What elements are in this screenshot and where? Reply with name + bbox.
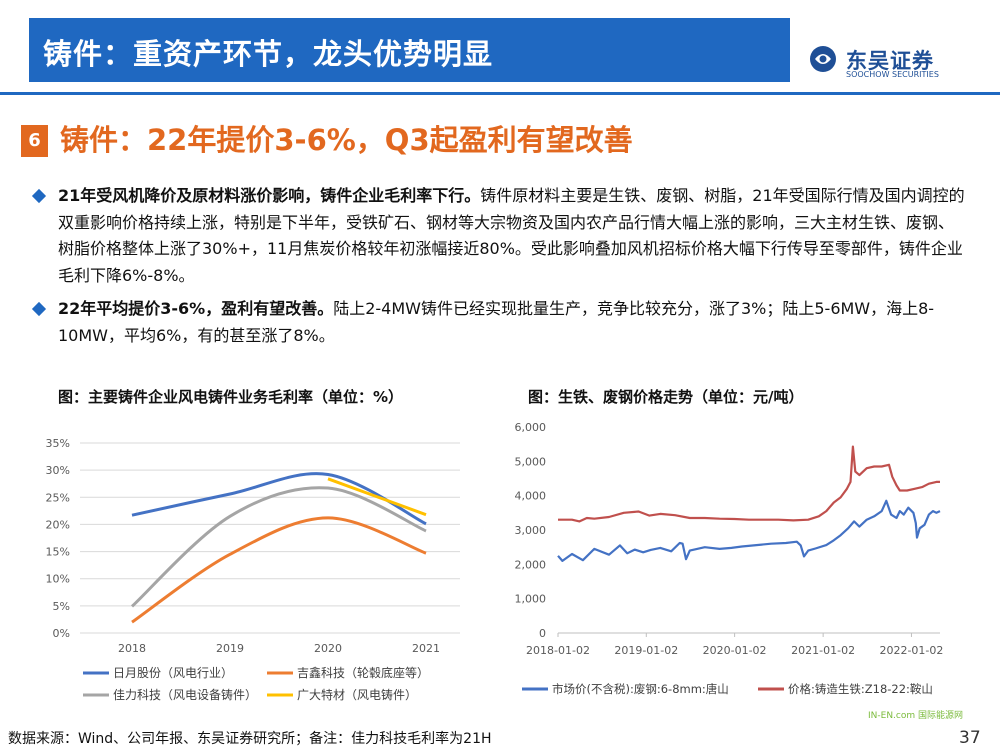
y-tick-label: 2,000 — [515, 558, 547, 571]
x-tick-label: 2020-01-02 — [703, 644, 767, 657]
section-number-badge: 6 — [21, 125, 48, 157]
legend-label: 吉鑫科技（轮毂底座等） — [297, 665, 429, 680]
logo-cn-text: 东吴证券 — [846, 49, 934, 73]
x-tick-label: 2022-01-02 — [879, 644, 943, 657]
y-tick-label: 30% — [46, 464, 70, 477]
series-line-0 — [557, 499, 941, 562]
price-line-chart: 0 1,000 2,000 3,000 4,000 5,000 6,000 2018-01-0… — [515, 421, 944, 696]
brand-logo: 东吴证券 SOOCHOW SECURITIES — [806, 42, 956, 84]
diamond-bullet-icon — [31, 301, 47, 317]
page-title: 铸件：重资产环节，龙头优势明显 — [43, 37, 494, 71]
series-line-3 — [327, 477, 427, 517]
legend-label: 日月股份（风电行业） — [113, 666, 233, 680]
diamond-bullet-icon — [31, 188, 47, 204]
right-chart-title: 图：生铁、废钢价格走势（单位：元/吨） — [528, 388, 804, 406]
bullet-1: 21年受风机降价及原材料涨价影响，铸件企业毛利率下行。铸件原材料主要是生铁、废钢… — [31, 183, 969, 289]
y-tick-label: 5% — [53, 600, 70, 613]
y-tick-label: 1,000 — [515, 593, 547, 606]
x-tick-label: 2019-01-02 — [614, 644, 678, 657]
series-line-1 — [558, 445, 940, 523]
y-tick-label: 20% — [46, 518, 70, 531]
soochow-logo-icon — [810, 46, 836, 72]
y-tick-label: 15% — [46, 546, 70, 559]
y-tick-label: 35% — [46, 437, 70, 450]
bullet-2-bold: 22年平均提价3-6%，盈利有望改善。 — [58, 299, 334, 318]
x-tick-label: 2018 — [118, 642, 146, 655]
source-note: 数据来源：Wind、公司年报、东吴证券研究所；备注：佳力科技毛利率为21H — [8, 731, 492, 747]
page-number: 37 — [959, 728, 981, 748]
x-tick-label: 2021 — [412, 642, 440, 655]
series-line-2 — [130, 486, 427, 608]
y-tick-label: 5,000 — [515, 455, 547, 468]
logo-en-text: SOOCHOW SECURITIES — [846, 70, 939, 79]
section-heading: 铸件：22年提价3-6%，Q3起盈利有望改善 — [60, 123, 633, 157]
series-line-1 — [131, 516, 427, 624]
y-tick-label: 10% — [46, 573, 70, 586]
y-tick-label: 25% — [46, 491, 70, 504]
x-tick-label: 2020 — [314, 642, 342, 655]
x-tick-label: 2018-01-02 — [526, 644, 590, 657]
y-tick-label: 4,000 — [515, 490, 547, 503]
margin-line-chart: 0% 5% 10% 15% 20% 25% 30% 35% 2018 2019 2020 2021 日月… — [46, 437, 460, 702]
y-tick-label: 0% — [53, 627, 70, 640]
x-tick-label: 2019 — [216, 642, 244, 655]
header-rule — [0, 92, 1000, 95]
y-tick-label: 0 — [539, 627, 546, 640]
bullet-1-bold: 21年受风机降价及原材料涨价影响，铸件企业毛利率下行。 — [58, 186, 481, 205]
bullet-1-text: 铸件原材料主要是生铁、废钢、树脂，21年受国际行情及国内调控的双重影响价格持续上… — [58, 186, 965, 285]
watermark: IN-EN.com 国际能源网 — [868, 711, 963, 721]
legend-label: 佳力科技（风电设备铸件） — [113, 687, 257, 702]
legend-label: 市场价(不含税):废钢:6-8mm:唐山 — [552, 682, 729, 696]
x-tick-label: 2021-01-02 — [791, 644, 855, 657]
y-tick-label: 6,000 — [515, 421, 547, 434]
left-chart-title: 图：主要铸件企业风电铸件业务毛利率（单位：%） — [58, 388, 404, 406]
bullet-2-text: 陆上2-4MW铸件已经实现批量生产，竞争比较充分，涨了3%；陆上5-6MW，海上… — [58, 299, 935, 345]
legend-label: 广大特材（风电铸件） — [297, 687, 417, 702]
legend-label: 价格:铸造生铁:Z18-22:鞍山 — [788, 682, 933, 696]
y-tick-label: 3,000 — [515, 524, 547, 537]
bullet-2: 22年平均提价3-6%，盈利有望改善。陆上2-4MW铸件已经实现批量生产，竞争比… — [31, 296, 969, 349]
title-bar: 铸件：重资产环节，龙头优势明显 — [29, 18, 790, 82]
